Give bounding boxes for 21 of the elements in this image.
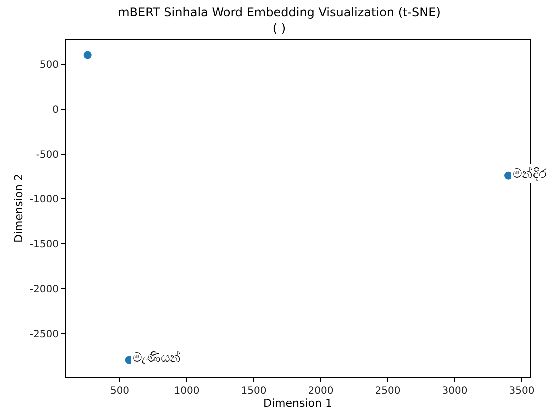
x-tick-label: 2500 bbox=[375, 386, 401, 397]
chart-subtitle: ( ) bbox=[272, 21, 286, 36]
y-tick-label: 0 bbox=[52, 104, 59, 116]
y-tick-label: -2500 bbox=[30, 330, 59, 341]
y-tick-label: -500 bbox=[36, 150, 59, 161]
point bbox=[84, 51, 92, 60]
y-tick-label: -1000 bbox=[30, 194, 59, 206]
y-axis-title: Dimension 2 bbox=[12, 174, 26, 243]
x-tick-label: 2000 bbox=[308, 386, 334, 397]
x-tick-label: 1000 bbox=[174, 386, 200, 397]
y-tick-label: 500 bbox=[40, 60, 59, 71]
x-tick-label: 1500 bbox=[241, 386, 267, 397]
x-tick-label: 3500 bbox=[509, 386, 535, 397]
chart-title: mBERT Sinhala Word Embedding Visualization (t-SNE) bbox=[118, 6, 441, 20]
annotation: මැණියන් bbox=[133, 350, 181, 366]
y-tick-label: -1500 bbox=[30, 240, 59, 251]
y-tick-label: -2000 bbox=[30, 284, 59, 296]
x-tick-label: 500 bbox=[110, 386, 130, 397]
annotation: මන්දිර bbox=[513, 166, 547, 182]
x-tick-label: 3000 bbox=[442, 386, 468, 397]
x-axis-title: Dimension 1 bbox=[264, 397, 332, 410]
